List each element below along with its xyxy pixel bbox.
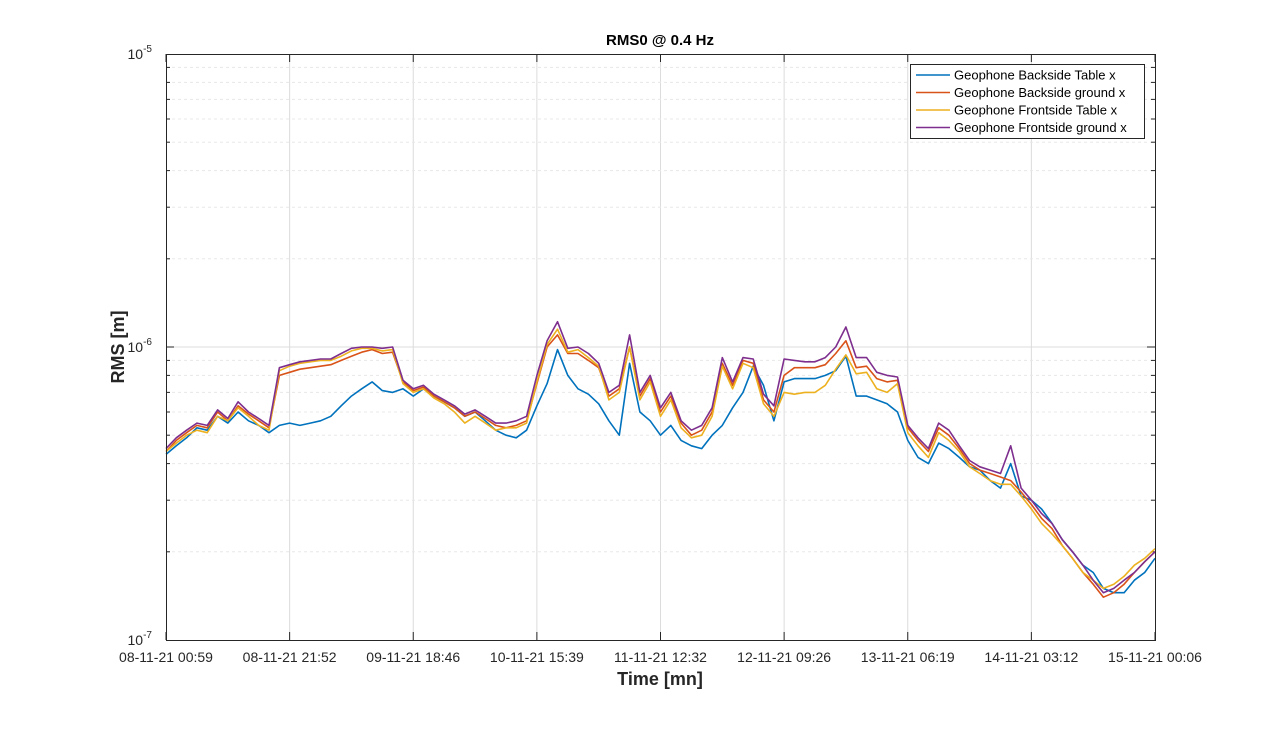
x-tick-label: 11-11-21 12:32 <box>614 649 707 665</box>
x-tick-label: 09-11-21 18:46 <box>366 649 460 665</box>
x-tick-label: 12-11-21 09:26 <box>737 649 831 665</box>
y-tick-label: 10-7 <box>128 630 153 648</box>
legend-entry: Geophone Backside ground x <box>954 85 1126 100</box>
series-group <box>165 320 1156 599</box>
x-tick-label: 14-11-21 03:12 <box>984 649 1078 665</box>
grid <box>166 54 1155 640</box>
legend-entry: Geophone Frontside Table x <box>954 103 1118 118</box>
x-tick-group: 08-11-21 00:59 08-11-21 21:52 09-11-21 18:… <box>119 54 1202 665</box>
x-axis-label: Time [mn] <box>617 669 703 689</box>
legend-box <box>910 64 1145 139</box>
legend: Geophone Backside Table x Geophone Backsi… <box>910 64 1145 139</box>
y-tick-label: 10-5 <box>128 44 153 62</box>
y-tick-label: 10-6 <box>128 337 153 355</box>
x-tick-label: 13-11-21 06:19 <box>861 649 955 665</box>
y-axis-label: RMS [m] <box>108 311 128 384</box>
legend-entry: Geophone Backside Table x <box>954 68 1116 83</box>
x-tick-label: 10-11-21 15:39 <box>490 649 584 665</box>
x-tick-label: 15-11-21 00:06 <box>1108 649 1202 665</box>
series-line-4 <box>165 320 1156 594</box>
series-line-2 <box>165 334 1156 599</box>
series-line-3 <box>165 328 1156 590</box>
x-tick-label: 08-11-21 00:59 <box>119 649 213 665</box>
chart-title: RMS0 @ 0.4 Hz <box>606 32 714 49</box>
y-tick-group: 10-7 10-6 10-5 <box>128 44 153 648</box>
legend-entry: Geophone Frontside ground x <box>954 120 1127 135</box>
x-tick-label: 08-11-21 21:52 <box>243 649 337 665</box>
